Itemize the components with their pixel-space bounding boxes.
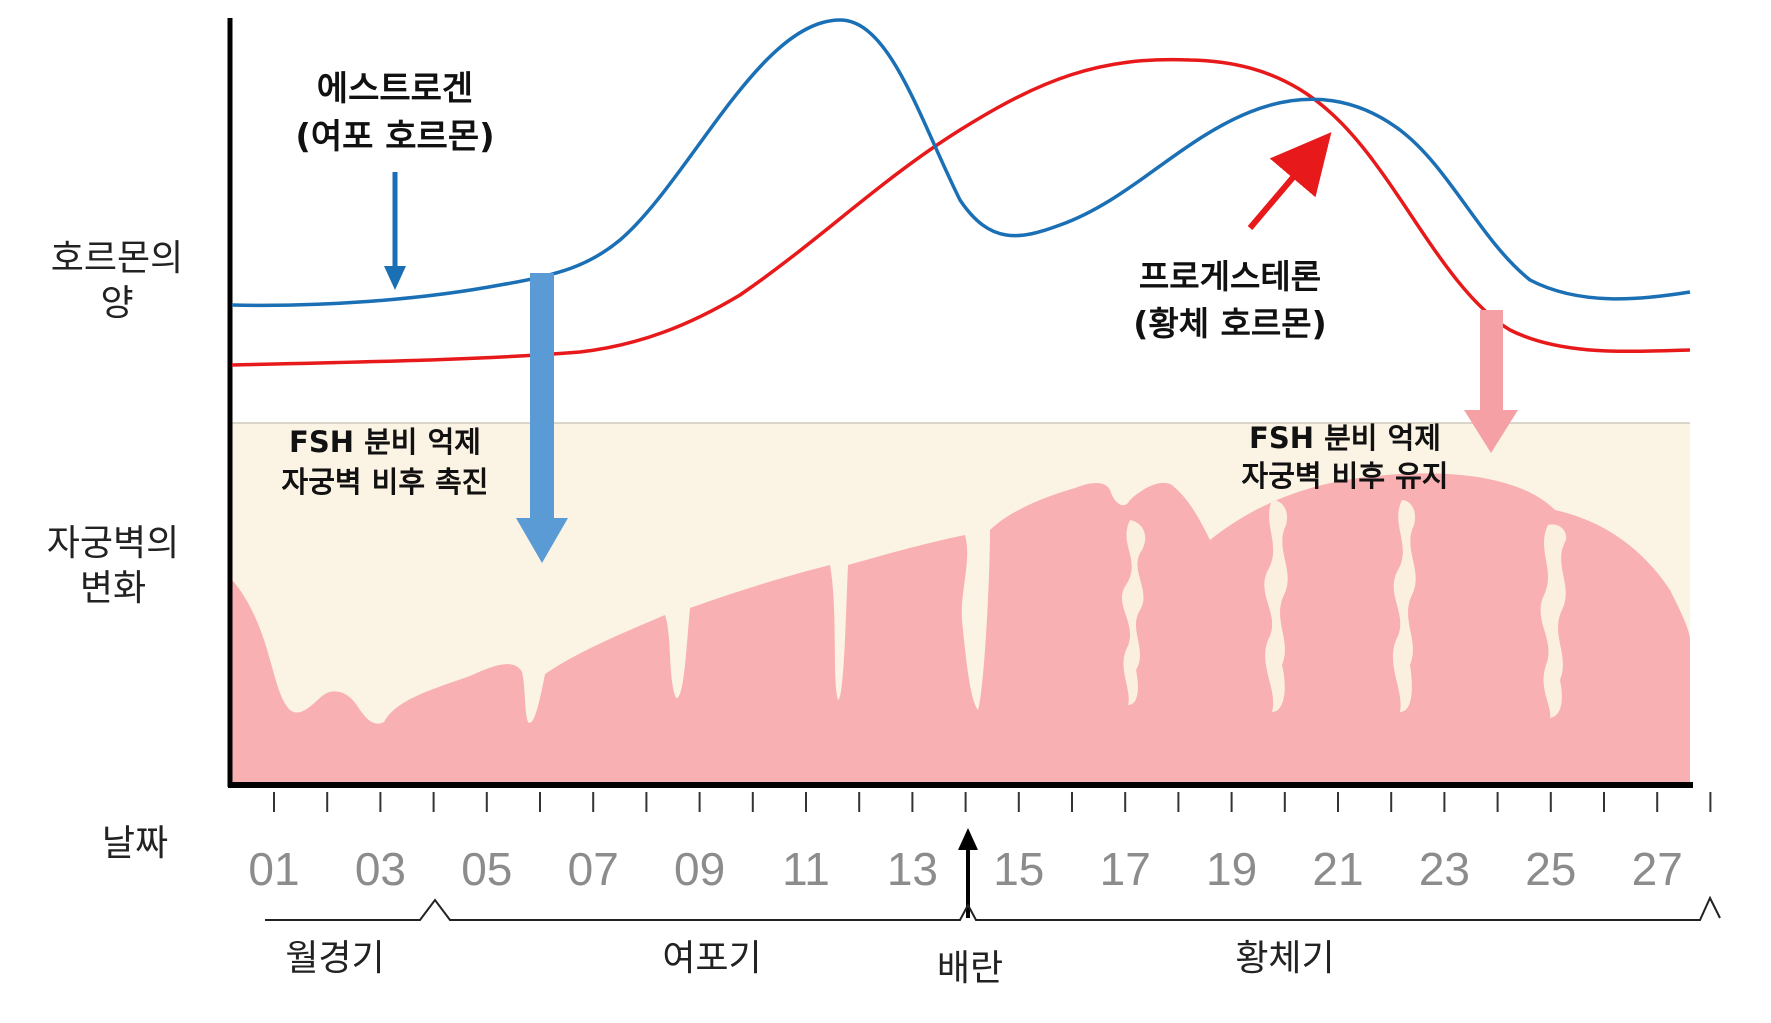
estrogen-pointer-head <box>384 266 406 290</box>
estrogen-label-sub: (여포 호르몬) <box>295 117 494 157</box>
uterine-lining <box>232 473 1690 785</box>
ovulation-arrow-head <box>958 828 978 850</box>
menstrual-brace <box>265 895 1721 921</box>
day-tick-label: 15 <box>993 843 1044 895</box>
hormone-amount-label: 호르몬의 <box>51 238 183 279</box>
uterus-change-label: 자궁벽의 <box>47 523 179 564</box>
day-tick-label: 05 <box>461 843 512 895</box>
estrogen-curve <box>231 18 1691 308</box>
effect-arrow-pink <box>1464 310 1518 453</box>
day-tick-label: 19 <box>1206 843 1257 895</box>
hormone-amount-label-2: 양 <box>100 283 133 324</box>
day-tick-label: 23 <box>1419 843 1470 895</box>
x-axis-ticks <box>273 792 1712 812</box>
phase-luteal: 황체기 <box>1235 938 1334 979</box>
progesterone-curve <box>231 57 1691 367</box>
day-tick-label: 03 <box>355 843 406 895</box>
days-label: 날짜 <box>102 823 168 864</box>
effect-right-line1: FSH 분비 억제 <box>1249 421 1441 455</box>
uterine-glands <box>1121 500 1567 718</box>
uterus-change-label-2: 변화 <box>80 568 146 609</box>
day-tick-label: 09 <box>674 843 725 895</box>
progesterone-pointer <box>1247 132 1332 230</box>
phase-ovulation: 배란 <box>937 948 1003 989</box>
day-tick-label: 21 <box>1312 843 1363 895</box>
day-tick-label: 25 <box>1525 843 1576 895</box>
effect-arrow-blue <box>516 273 568 563</box>
progesterone-label-sub: (황체 호르몬) <box>1133 304 1326 343</box>
x-axis-tick-labels: 01 03 05 07 09 11 13 15 17 19 21 23 25 27 <box>248 843 1682 895</box>
phase-menstrual: 월경기 <box>285 938 384 979</box>
effect-left-line2: 자궁벽 비후 촉진 <box>282 465 489 499</box>
effect-right-line2: 자궁벽 비후 유지 <box>1242 459 1449 493</box>
day-tick-label: 27 <box>1632 843 1683 895</box>
effect-left-line1: FSH 분비 억제 <box>289 425 481 459</box>
phase-follicular: 여포기 <box>662 938 761 979</box>
day-tick-label: 11 <box>782 843 830 895</box>
estrogen-label: 에스트로겐 <box>317 69 473 109</box>
day-tick-label: 13 <box>887 843 938 895</box>
progesterone-label: 프로게스테론 <box>1139 257 1321 296</box>
day-tick-label: 07 <box>568 843 619 895</box>
day-tick-label: 17 <box>1100 843 1151 895</box>
day-tick-label: 01 <box>248 843 299 895</box>
